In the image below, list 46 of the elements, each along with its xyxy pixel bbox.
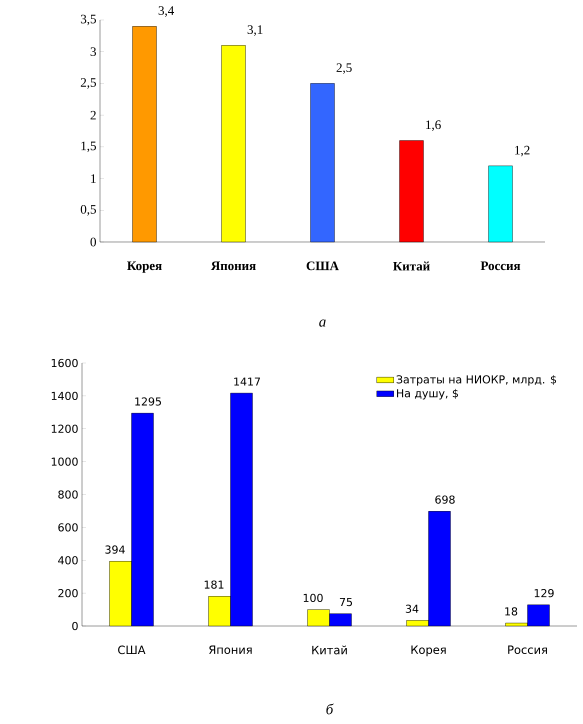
x-tick-label: Китай bbox=[393, 262, 430, 271]
data-label: 698 bbox=[435, 495, 455, 504]
x-tick-label: США bbox=[118, 646, 146, 654]
data-label: 181 bbox=[204, 580, 224, 589]
data-label: 1,6 bbox=[426, 120, 441, 131]
data-label: 1417 bbox=[234, 378, 260, 386]
x-tick-label: США bbox=[306, 262, 339, 270]
data-label: 18 bbox=[505, 607, 518, 616]
y-tick-label: 2,5 bbox=[80, 78, 96, 89]
y-tick-label: 1400 bbox=[52, 392, 78, 400]
y-tick-label: 3,5 bbox=[80, 14, 96, 26]
legend-label: На душу, $ bbox=[397, 388, 458, 400]
data-label: 1295 bbox=[135, 397, 161, 406]
x-tick-label: Россия bbox=[480, 262, 520, 270]
y-tick-label: 1600 bbox=[52, 358, 78, 368]
y-tick-label: 0,5 bbox=[80, 204, 96, 216]
legend-label: Затраты на НИОКР, млрд. $ bbox=[396, 375, 556, 386]
x-tick-label: Япония bbox=[209, 646, 252, 654]
y-tick-label: 2 bbox=[90, 110, 96, 120]
y-tick-label: 600 bbox=[58, 523, 78, 532]
y-tick-label: 1 bbox=[91, 174, 96, 183]
text: а bbox=[319, 320, 326, 327]
data-label: 1,2 bbox=[515, 146, 530, 156]
y-tick-label: 200 bbox=[58, 588, 78, 598]
y-tick-label: 400 bbox=[58, 556, 78, 564]
x-tick-label: Россия bbox=[508, 646, 547, 654]
x-tick-label: Китай bbox=[312, 646, 347, 654]
data-label: 2,5 bbox=[336, 63, 352, 74]
data-label: 75 bbox=[340, 598, 352, 606]
text: б bbox=[326, 704, 334, 714]
data-label: 394 bbox=[105, 545, 125, 554]
x-tick-label: Корея bbox=[411, 646, 446, 656]
y-tick-label: 0 bbox=[72, 622, 78, 630]
y-tick-label: 1,5 bbox=[81, 142, 96, 152]
x-tick-label: Корея bbox=[127, 262, 162, 273]
y-tick-label: 1200 bbox=[52, 424, 78, 433]
y-tick-label: 1000 bbox=[52, 457, 78, 466]
data-label: 3,4 bbox=[158, 6, 174, 17]
data-label: 129 bbox=[534, 588, 554, 598]
data-label: 34 bbox=[406, 604, 418, 613]
data-label: 3,1 bbox=[248, 25, 262, 36]
y-tick-label: 800 bbox=[58, 490, 78, 499]
y-tick-label: 0 bbox=[90, 238, 96, 246]
data-label: 100 bbox=[304, 594, 323, 602]
x-tick-label: Япония bbox=[210, 262, 256, 270]
y-tick-label: 3 bbox=[90, 47, 96, 56]
